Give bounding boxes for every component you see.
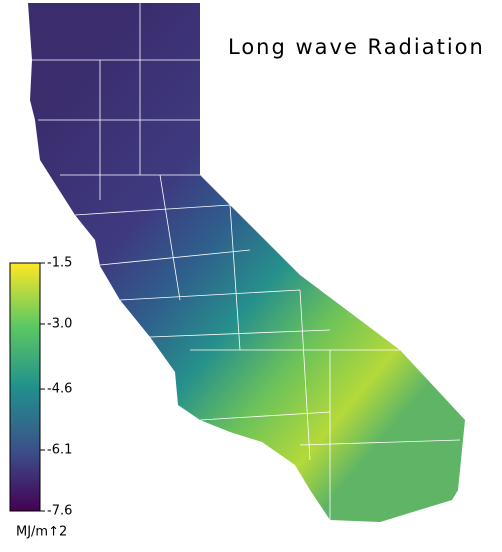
colorbar-tick-label: -7.6	[47, 504, 72, 519]
colorbar-tick-label: -4.6	[47, 382, 72, 397]
map-title: Long wave Radiation	[228, 35, 485, 59]
county-lines	[30, 3, 470, 520]
colorbar	[9, 262, 41, 512]
colorbar-label: MJ/m↑2	[16, 525, 67, 540]
colorbar-tick-label: -6.1	[47, 443, 72, 458]
colorbar-tick-label: -1.5	[47, 256, 72, 271]
colorbar-tick-label: -3.0	[47, 316, 72, 331]
california-raster	[28, 3, 465, 522]
